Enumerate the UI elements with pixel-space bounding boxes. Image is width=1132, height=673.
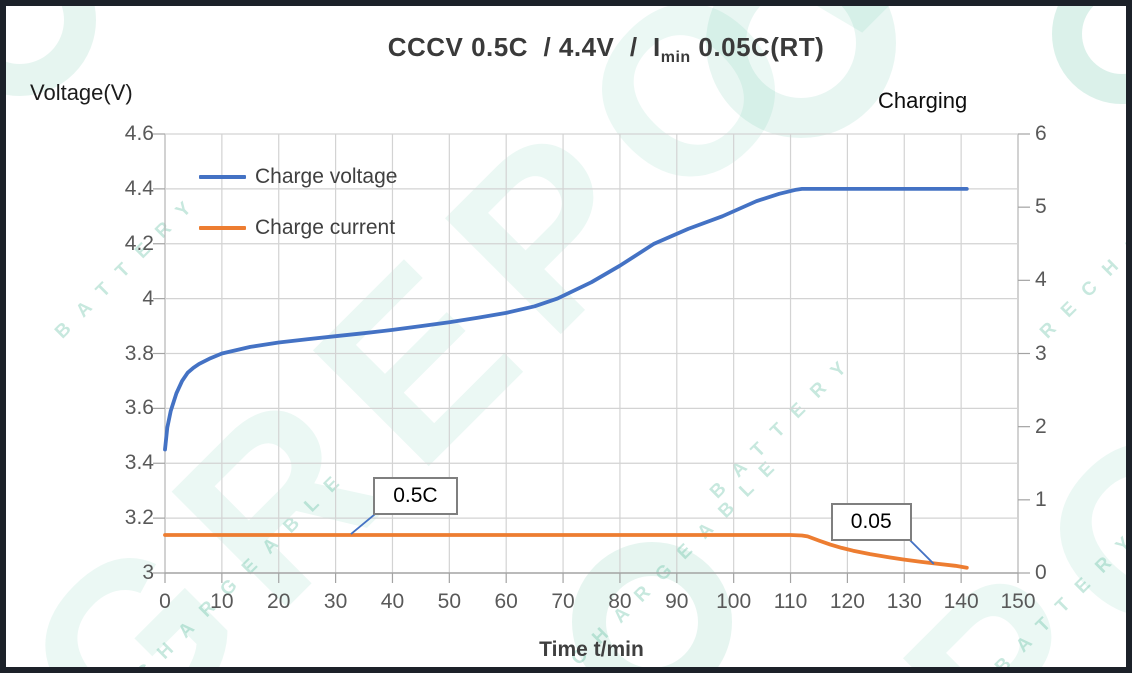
left-tick-label: 4.2 — [124, 231, 154, 255]
left-tick-label: 3.8 — [124, 341, 154, 365]
x-axis-title: Time t/min — [539, 638, 644, 661]
x-tick-label: 40 — [380, 590, 405, 613]
x-tick-label: 140 — [943, 590, 979, 613]
legend: Charge voltage Charge current — [199, 163, 397, 265]
charge-voltage-line-swatch — [199, 175, 246, 179]
left-tick-label: 3.6 — [124, 396, 154, 420]
left-tick-label: 3.4 — [124, 451, 154, 475]
annotation-label: 0.5C — [393, 483, 438, 507]
left-tick-label: 3.2 — [124, 506, 154, 530]
x-tick-label: 110 — [773, 590, 808, 613]
right-tick-label: 2 — [1035, 414, 1047, 438]
x-tick-label: 20 — [267, 590, 291, 613]
chart-title-text: 0.05C(RT) — [690, 32, 825, 62]
right-axis-title: Charging — [878, 88, 968, 113]
chart-title: CCCV 0.5C / 4.4V / Imin 0.05C(RT) — [166, 32, 1046, 67]
x-tick-label: 120 — [829, 590, 865, 613]
legend-label-charge-voltage: Charge voltage — [255, 165, 398, 188]
left-axis-title: Voltage(V) — [30, 80, 133, 105]
x-tick-label: 80 — [608, 590, 632, 613]
x-tick-label: 70 — [551, 590, 575, 613]
x-tick-label: 130 — [886, 590, 922, 613]
left-tick-label: 3 — [142, 561, 154, 584]
x-tick-label: 10 — [210, 590, 234, 613]
x-tick-label: 0 — [159, 590, 171, 613]
left-tick-label: 4 — [142, 286, 154, 310]
annotation-callout-0.05: 0.05 — [830, 502, 912, 541]
x-tick-label: 100 — [716, 590, 752, 613]
x-tick-label: 150 — [1000, 590, 1036, 613]
watermark-logo-ring — [706, 6, 896, 138]
right-tick-label: 3 — [1035, 341, 1047, 365]
legend-label-charge-current: Charge current — [255, 216, 396, 239]
charge-current-line-swatch — [199, 226, 246, 230]
watermark-tagline-text: RECHARGEABLE — [1036, 78, 1126, 343]
left-tick-label: 4.6 — [124, 122, 154, 145]
legend-item-charge-current: Charge current — [199, 214, 397, 242]
watermark-logo-ring — [1052, 6, 1126, 104]
x-tick-label: 30 — [323, 590, 348, 613]
series-line-charge-current — [163, 533, 969, 570]
right-tick-label: 1 — [1035, 487, 1047, 511]
plot-area — [153, 133, 1030, 583]
right-tick-label: 5 — [1035, 195, 1047, 219]
left-tick-label: 4.4 — [124, 176, 154, 200]
series-line-charge-voltage — [163, 187, 969, 452]
right-tick-label: 0 — [1035, 561, 1047, 584]
annotation-callout-0.5C: 0.5C — [373, 476, 458, 515]
annotation-label: 0.05 — [850, 509, 892, 533]
chart-title-subscript: min — [660, 49, 691, 66]
right-tick-label: 6 — [1035, 122, 1047, 145]
right-tick-label: 4 — [1035, 268, 1047, 292]
legend-item-charge-voltage: Charge voltage — [199, 163, 397, 191]
x-tick-label: 60 — [494, 590, 518, 613]
x-tick-label: 90 — [665, 590, 689, 613]
chart-title-text: CCCV 0.5C / 4.4V / I — [387, 32, 661, 62]
x-tick-label: 50 — [437, 590, 461, 613]
